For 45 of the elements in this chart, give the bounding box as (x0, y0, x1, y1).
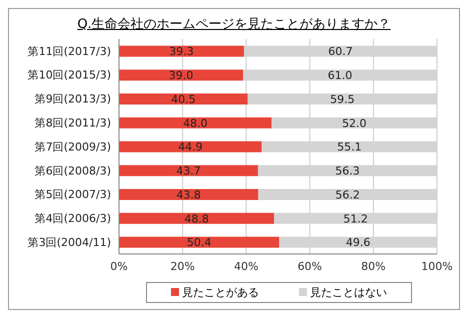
x-tick-label: 60% (298, 260, 322, 273)
bar (119, 141, 262, 152)
legend-label: 見たことがある (181, 285, 259, 300)
x-tick-label: 20% (170, 260, 195, 273)
bar (119, 165, 258, 176)
bar (119, 93, 248, 104)
y-tick-label: 第8回(2011/3) (34, 116, 111, 130)
data-label: 56.3 (335, 164, 360, 178)
data-label: 60.7 (328, 45, 353, 58)
data-label: 43.8 (176, 188, 201, 202)
data-label: 48.8 (184, 212, 209, 226)
x-tick-label: 80% (361, 260, 386, 273)
data-label: 50.4 (186, 236, 212, 250)
bar (119, 189, 258, 200)
data-label: 51.2 (343, 212, 368, 226)
bar (119, 117, 272, 128)
bar (119, 70, 244, 81)
y-tick-label: 第3回(2004/11) (28, 236, 111, 249)
y-tick-label: 第7回(2009/3) (34, 140, 111, 154)
y-tick-label: 第4回(2006/3) (34, 212, 111, 226)
y-tick-label: 第5回(2007/3) (34, 188, 111, 202)
data-label: 49.6 (346, 236, 370, 250)
y-tick-label: 第9回(2013/3) (34, 92, 111, 106)
y-tick-label: 第10回(2015/3) (28, 68, 111, 82)
data-label: 52.0 (342, 116, 367, 130)
data-label: 56.2 (335, 188, 360, 202)
legend-label: 見たことはない (309, 285, 387, 300)
data-label: 40.5 (171, 92, 196, 106)
bar (119, 212, 274, 224)
y-tick-label: 第6回(2008/3) (34, 164, 111, 178)
x-tick-label: 40% (234, 260, 258, 273)
chart-title: Q.生命会社のホームページを見たことがありますか？ (76, 16, 392, 34)
data-label: 59.5 (330, 92, 355, 106)
data-label: 43.7 (176, 164, 201, 178)
y-tick-label: 第11回(2017/3) (28, 44, 111, 58)
x-tick-label: 100% (421, 260, 453, 273)
data-label: 55.1 (337, 140, 362, 154)
bar (119, 236, 280, 248)
data-label: 61.0 (328, 68, 352, 82)
x-tick-label: 0% (110, 260, 128, 273)
data-label: 44.9 (178, 140, 203, 154)
bar (119, 46, 244, 57)
data-label: 48.0 (183, 116, 208, 130)
data-label: 39.0 (168, 68, 194, 82)
data-label: 39.3 (169, 45, 194, 58)
